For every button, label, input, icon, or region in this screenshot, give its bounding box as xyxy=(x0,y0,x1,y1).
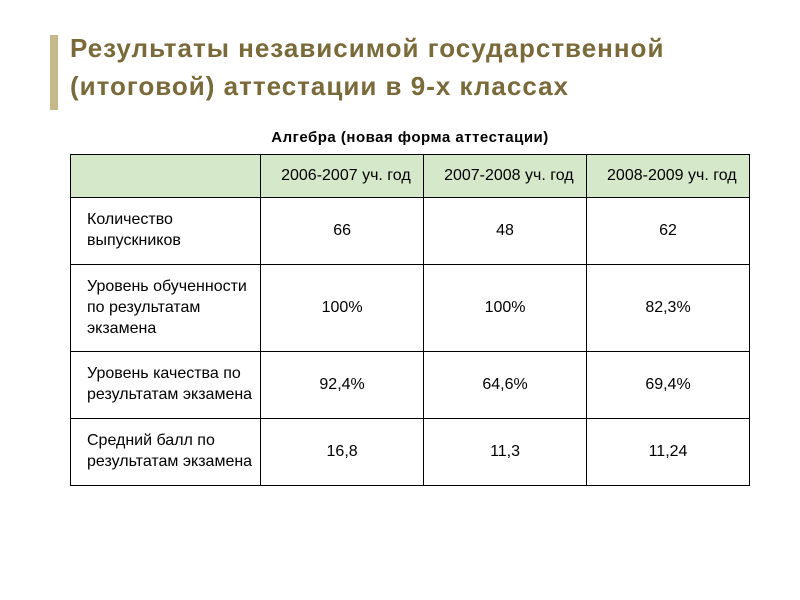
row-value: 11,24 xyxy=(587,418,750,485)
row-value: 100% xyxy=(261,264,424,351)
table-row: Уровень качества по результатам экзамена… xyxy=(71,352,750,419)
row-value: 82,3% xyxy=(587,264,750,351)
row-label: Количество выпускников xyxy=(71,198,261,265)
row-label: Уровень обученности по результатам экзам… xyxy=(71,264,261,351)
row-label: Средний балл по результатам экзамена xyxy=(71,418,261,485)
table-row: Уровень обученности по результатам экзам… xyxy=(71,264,750,351)
header-col-1: 2006-2007 уч. год xyxy=(261,155,424,198)
subtitle: Алгебра (новая форма аттестации) xyxy=(70,129,750,146)
row-value: 66 xyxy=(261,198,424,265)
row-value: 48 xyxy=(424,198,587,265)
header-col-2: 2007-2008 уч. год xyxy=(424,155,587,198)
title-line-2: (итоговой) аттестации в 9-х классах xyxy=(70,71,569,101)
row-value: 62 xyxy=(587,198,750,265)
row-value: 92,4% xyxy=(261,352,424,419)
accent-bar xyxy=(50,35,58,110)
table-row: Количество выпускников 66 48 62 xyxy=(71,198,750,265)
title-line-1: Результаты независимой государственной xyxy=(70,33,664,63)
table-header-row: 2006-2007 уч. год 2007-2008 уч. год 2008… xyxy=(71,155,750,198)
header-col-3: 2008-2009 уч. год xyxy=(587,155,750,198)
results-table: 2006-2007 уч. год 2007-2008 уч. год 2008… xyxy=(70,154,750,485)
row-value: 16,8 xyxy=(261,418,424,485)
header-empty xyxy=(71,155,261,198)
slide-container: Результаты независимой государственной (… xyxy=(0,0,800,506)
row-label: Уровень качества по результатам экзамена xyxy=(71,352,261,419)
row-value: 69,4% xyxy=(587,352,750,419)
table-row: Средний балл по результатам экзамена 16,… xyxy=(71,418,750,485)
page-title: Результаты независимой государственной (… xyxy=(70,30,750,105)
row-value: 100% xyxy=(424,264,587,351)
row-value: 11,3 xyxy=(424,418,587,485)
row-value: 64,6% xyxy=(424,352,587,419)
